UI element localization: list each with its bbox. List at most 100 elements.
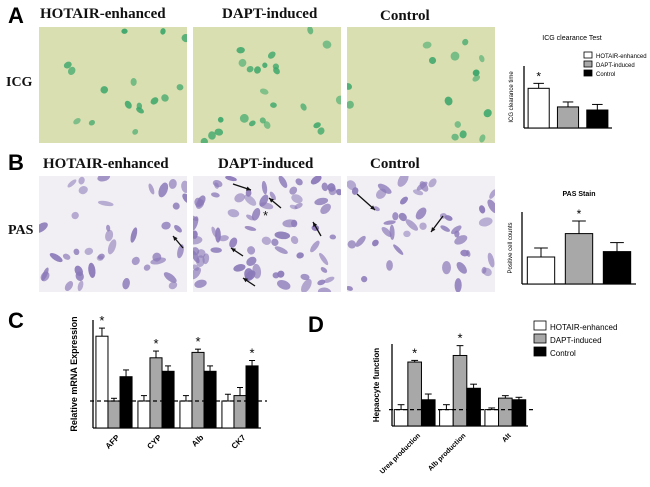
cell-nucleus (479, 134, 486, 143)
cell-nucleus (251, 208, 261, 221)
category-label: CYP (145, 433, 163, 451)
cell-nucleus (347, 286, 353, 291)
cell-nucleus (336, 188, 341, 196)
bar (221, 400, 235, 429)
bar (511, 399, 527, 427)
cell-nucleus (100, 86, 109, 94)
panel-b-letter: B (8, 150, 24, 175)
cell-nucleus (182, 193, 187, 204)
cell-nucleus (233, 264, 246, 272)
legend-swatch (583, 60, 593, 68)
panel-b-header-control: Control (370, 156, 420, 172)
cell-nucleus (456, 262, 467, 274)
legend-label: Control (596, 72, 615, 78)
pas-micrograph-dapt: * (193, 176, 341, 292)
chart-title: ICG clearance Test (542, 35, 601, 42)
bar (564, 233, 594, 285)
annotation-arrowhead (231, 248, 236, 253)
legend-label: DAPT-induced (550, 336, 602, 345)
micrograph-background (347, 27, 495, 143)
cell-nucleus (49, 253, 63, 263)
bar (119, 376, 133, 429)
cell-nucleus (152, 252, 162, 262)
cell-nucleus (73, 248, 80, 256)
bar (107, 400, 121, 429)
cell-nucleus (168, 281, 178, 290)
cell-nucleus (211, 192, 220, 198)
pas-micrograph-hotair (39, 176, 187, 292)
cell-nucleus (320, 267, 328, 273)
cell-nucleus (479, 54, 485, 63)
panel-c-letter: C (8, 308, 24, 333)
cell-nucleus (150, 97, 159, 105)
cell-nucleus (282, 219, 298, 228)
cell-nucleus (262, 62, 268, 68)
cell-nucleus (307, 27, 314, 35)
cell-nucleus (267, 51, 276, 59)
cell-nucleus (361, 275, 368, 283)
micrograph-asterisk: * (263, 208, 268, 223)
cell-nucleus (259, 202, 274, 210)
cell-nucleus (377, 183, 392, 194)
bar (179, 400, 193, 429)
cell-nucleus (271, 238, 279, 247)
cell-nucleus (295, 178, 303, 186)
legend-swatch (533, 320, 547, 331)
icg-micrograph-hotair (39, 27, 187, 143)
cell-nucleus (78, 186, 88, 195)
annotation-arrowhead (243, 278, 248, 283)
significance-marker: * (153, 336, 158, 351)
cell-nucleus (78, 176, 85, 185)
icg-chart: ICG clearance time ICG clearance Test * HOT… (500, 28, 648, 151)
cell-nucleus (148, 183, 155, 195)
cell-nucleus (208, 131, 216, 140)
cell-nucleus (88, 262, 96, 278)
mrna-chart: Relative mRNA Expression * * * * AFP CYP Alb CK7 (35, 290, 275, 485)
cell-nucleus (193, 216, 199, 232)
bar (602, 251, 632, 285)
pas-micrograph-control (347, 176, 495, 292)
cell-nucleus (323, 276, 335, 283)
pas-chart: Positive cell counts PAS Stain * (500, 184, 648, 301)
cell-nucleus (176, 84, 184, 91)
cell-nucleus (398, 212, 407, 222)
cell-nucleus (238, 58, 247, 67)
cell-nucleus (428, 56, 437, 64)
cell-nucleus (259, 88, 269, 95)
cell-nucleus (158, 182, 169, 198)
cell-nucleus (130, 77, 137, 86)
annotation-arrowhead (269, 198, 274, 203)
cell-nucleus (454, 121, 461, 128)
cell-nucleus (310, 176, 322, 185)
cell-nucleus (459, 130, 467, 139)
cell-nucleus (71, 211, 79, 220)
bar (527, 87, 550, 129)
legend-label: HOTAIR-enhanced (596, 54, 647, 60)
bar (526, 256, 556, 285)
annotation-arrowhead (370, 205, 375, 210)
significance-marker: * (536, 69, 541, 83)
cell-nucleus (236, 46, 245, 54)
cell-nucleus (289, 186, 298, 195)
cell-nucleus (466, 249, 471, 257)
cell-nucleus (263, 121, 271, 129)
cell-nucleus (482, 267, 492, 277)
cell-nucleus (200, 137, 208, 143)
panel-b-header-hotair: HOTAIR-enhanced (43, 156, 169, 172)
cell-nucleus (160, 28, 166, 35)
cell-nucleus (300, 273, 310, 281)
cell-nucleus (479, 205, 486, 214)
cell-nucleus (277, 279, 291, 290)
category-label: AFP (104, 433, 122, 451)
cell-nucleus (317, 287, 332, 292)
cell-nucleus (225, 176, 237, 182)
cell-nucleus (347, 100, 354, 109)
cell-nucleus (415, 207, 427, 220)
cell-nucleus (328, 186, 337, 196)
significance-marker: * (412, 345, 417, 360)
cell-nucleus (196, 249, 206, 258)
cell-nucleus (121, 28, 128, 34)
bar (452, 354, 468, 427)
significance-marker: * (250, 346, 255, 361)
cell-nucleus (194, 279, 207, 288)
